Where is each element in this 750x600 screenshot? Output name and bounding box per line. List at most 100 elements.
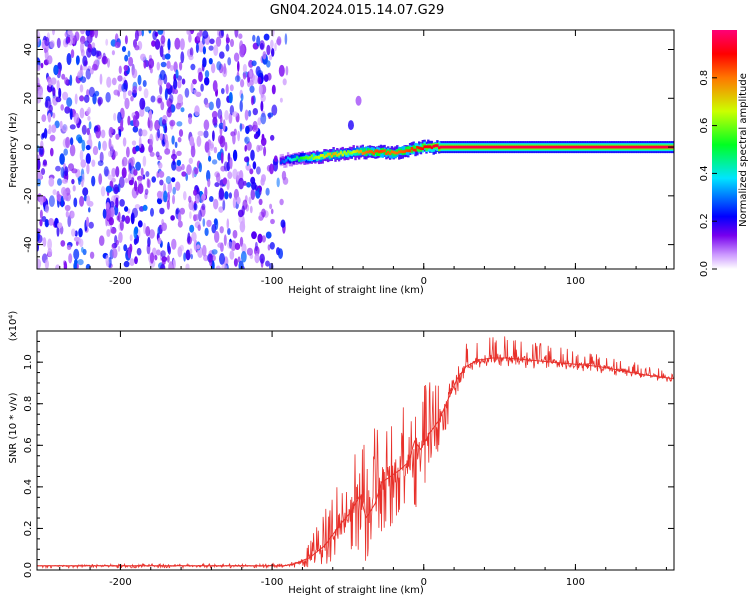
noise-blob	[166, 60, 171, 69]
noise-blob	[47, 128, 52, 135]
noise-blob	[179, 207, 185, 215]
track-core	[418, 146, 421, 150]
noise-blob	[219, 253, 225, 265]
noise-blob	[39, 209, 43, 219]
noise-blob	[261, 235, 266, 243]
noise-blob	[159, 84, 163, 95]
track-core	[550, 145, 554, 149]
noise-blob	[222, 119, 226, 131]
track-core	[288, 157, 292, 161]
track-core	[398, 150, 401, 154]
track-core	[590, 145, 594, 149]
noise-blob	[219, 226, 224, 234]
track-core	[377, 150, 381, 154]
noise-blob	[258, 198, 263, 206]
noise-blob	[154, 38, 161, 50]
noise-blob	[119, 199, 125, 207]
noise-blob	[85, 153, 91, 165]
noise-blob	[37, 35, 40, 47]
track-core	[561, 145, 565, 149]
track-inner	[347, 152, 350, 158]
noise-blob	[164, 148, 171, 155]
noise-blob	[167, 38, 171, 51]
track-core	[347, 150, 350, 153]
noise-blob	[216, 61, 222, 71]
noise-blob	[45, 204, 49, 214]
noise-blob	[254, 241, 258, 252]
noise-blob	[174, 141, 178, 148]
noise-blob	[86, 195, 91, 207]
noise-blob	[266, 60, 271, 68]
noise-blob	[91, 175, 96, 187]
track-core	[472, 145, 475, 149]
noise-blob	[183, 191, 187, 201]
noise-blob	[138, 136, 142, 148]
track-core	[359, 150, 363, 153]
noise-blob	[134, 30, 139, 42]
noise-blob	[237, 61, 240, 72]
noise-blob	[211, 224, 217, 234]
noise-blob	[180, 107, 185, 113]
noise-blob	[66, 53, 72, 65]
noise-blob	[69, 144, 76, 157]
noise-blob	[173, 88, 179, 95]
noise-blob	[175, 69, 179, 79]
noise-blob	[149, 151, 155, 157]
track-core	[327, 152, 330, 156]
noise-blob	[257, 76, 262, 85]
noise-blob	[57, 222, 63, 229]
noise-blob	[137, 74, 142, 86]
track-core	[403, 150, 406, 153]
noise-blob	[131, 68, 138, 79]
noise-blob	[270, 134, 275, 141]
noise-blob	[111, 167, 116, 178]
noise-blob	[189, 136, 195, 147]
noise-blob	[232, 197, 236, 209]
track-core	[478, 145, 481, 149]
faint-feature	[355, 95, 362, 106]
track-core	[614, 145, 617, 149]
track-core	[474, 145, 477, 149]
noise-blob	[252, 120, 258, 131]
noise-blob	[185, 249, 191, 261]
track-core	[600, 145, 603, 149]
noise-blob	[144, 188, 149, 195]
noise-blob	[259, 42, 264, 50]
track-core	[363, 151, 366, 155]
noise-blob	[225, 84, 229, 95]
noise-blob	[69, 124, 76, 130]
track-core	[569, 145, 572, 149]
track-core	[368, 150, 372, 153]
figure-title: GN04.2024.015.14.07.G29	[270, 3, 445, 18]
noise-blob	[70, 210, 75, 218]
noise-blob	[215, 265, 221, 269]
noise-blob	[186, 164, 192, 176]
noise-blob	[276, 177, 280, 188]
noise-blob	[156, 61, 160, 71]
track-core	[476, 145, 479, 149]
x-tick-label: -200	[109, 577, 132, 588]
track-core	[621, 145, 625, 149]
track-core	[583, 145, 586, 149]
y-tick-label: 0.6	[23, 437, 34, 453]
noise-blob	[209, 38, 215, 45]
noise-blob	[271, 48, 275, 57]
noise-blob	[107, 174, 114, 180]
track-core	[294, 157, 297, 161]
track-core	[529, 145, 532, 149]
noise-blob	[191, 169, 195, 179]
track-core	[492, 145, 495, 149]
noise-blob	[215, 36, 222, 47]
noise-blob	[223, 161, 229, 172]
noise-blob	[253, 133, 259, 140]
noise-blob	[166, 100, 172, 108]
noise-blob	[91, 159, 96, 167]
noise-blob	[196, 244, 201, 250]
track-inner	[330, 152, 333, 158]
noise-blob	[70, 49, 75, 59]
track-inner	[405, 146, 408, 152]
noise-blob	[176, 159, 182, 167]
noise-blob	[280, 219, 286, 228]
noise-blob	[100, 186, 106, 197]
noise-blob	[179, 38, 185, 51]
